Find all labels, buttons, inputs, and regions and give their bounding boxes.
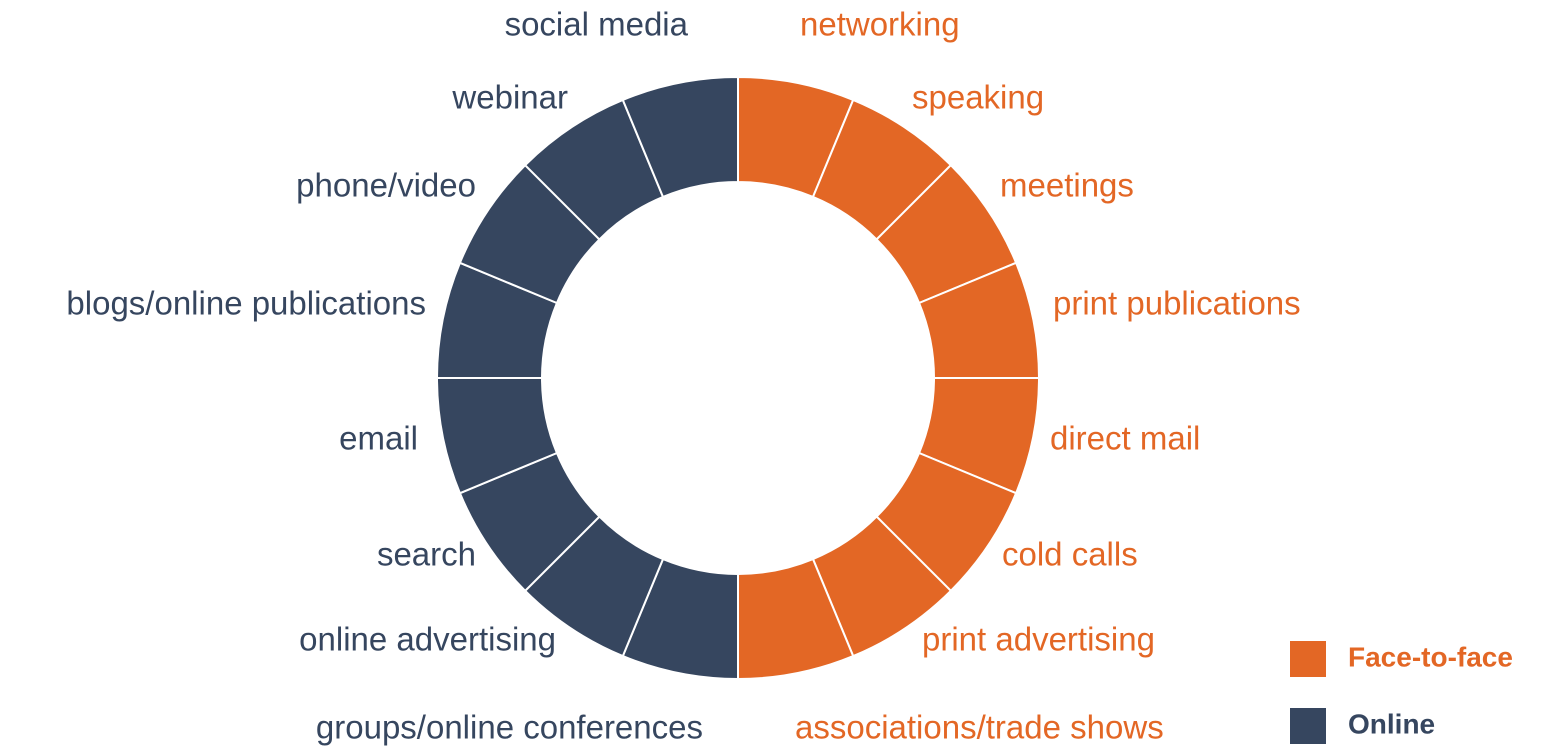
segment-label: cold calls bbox=[1002, 536, 1138, 573]
segment-label: search bbox=[377, 536, 476, 573]
segment-label: networking bbox=[800, 6, 960, 43]
legend-swatch bbox=[1290, 641, 1326, 677]
segment-label: speaking bbox=[912, 79, 1044, 116]
segment-label: social media bbox=[505, 6, 689, 43]
segment-label: print advertising bbox=[922, 621, 1155, 658]
segment-label: online advertising bbox=[299, 621, 556, 658]
segment-label: blogs/online publications bbox=[66, 285, 426, 322]
legend-label: Online bbox=[1348, 708, 1435, 739]
segment-label: meetings bbox=[1000, 167, 1134, 204]
legend-swatch bbox=[1290, 708, 1326, 744]
segment-label: groups/online conferences bbox=[316, 709, 703, 746]
segment-label: print publications bbox=[1053, 285, 1301, 322]
segment-label: associations/trade shows bbox=[795, 709, 1164, 746]
segment-label: webinar bbox=[451, 79, 568, 116]
legend-label: Face-to-face bbox=[1348, 641, 1513, 672]
segment-label: direct mail bbox=[1050, 420, 1200, 457]
segment-label: email bbox=[339, 420, 418, 457]
segment-label: phone/video bbox=[296, 167, 476, 204]
donut-segment bbox=[621, 75, 739, 199]
